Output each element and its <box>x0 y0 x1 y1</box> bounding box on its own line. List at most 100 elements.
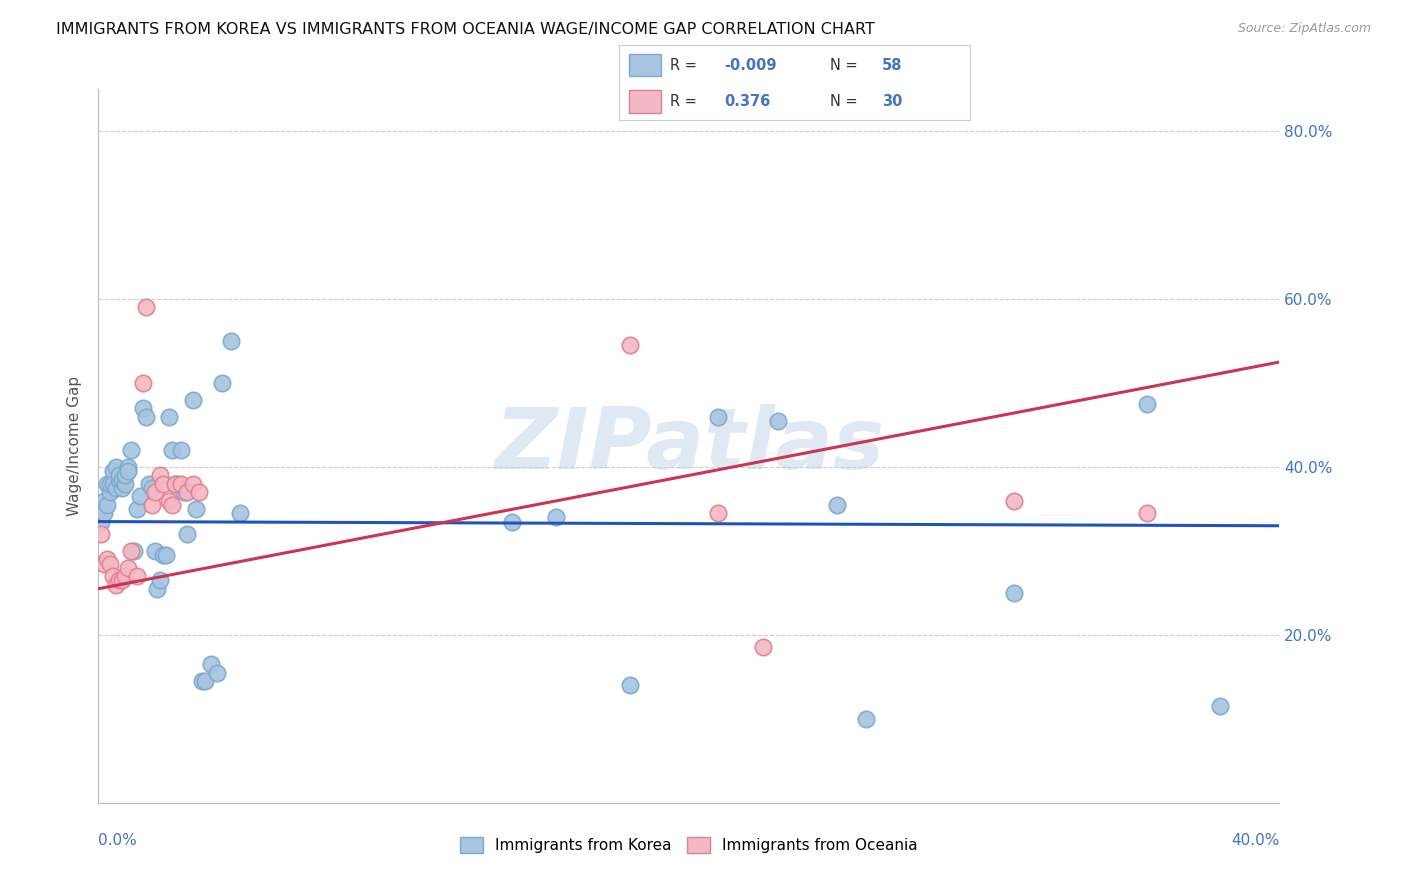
Text: -0.009: -0.009 <box>724 58 776 72</box>
Point <box>162 498 183 512</box>
Point <box>1136 397 1159 411</box>
Point <box>707 409 730 424</box>
Text: R =: R = <box>669 94 702 109</box>
Point <box>108 473 131 487</box>
Point <box>211 376 233 390</box>
Point <box>96 498 118 512</box>
Point <box>1136 506 1159 520</box>
Point <box>105 460 128 475</box>
Point <box>98 485 121 500</box>
Point <box>619 338 641 352</box>
Text: N =: N = <box>830 58 862 72</box>
Point <box>173 485 195 500</box>
Point <box>108 468 131 483</box>
Point <box>181 476 204 491</box>
Point <box>165 476 187 491</box>
Point <box>132 376 155 390</box>
Point <box>135 301 157 315</box>
Text: 40.0%: 40.0% <box>1232 833 1279 848</box>
Point <box>114 569 136 583</box>
Point <box>105 481 128 495</box>
Point <box>1002 586 1025 600</box>
Point <box>108 574 131 588</box>
Point <box>90 515 112 529</box>
Text: 58: 58 <box>883 58 903 72</box>
Point <box>98 476 121 491</box>
Point <box>152 548 174 562</box>
Point <box>105 577 128 591</box>
Point <box>138 476 160 491</box>
Text: 30: 30 <box>883 94 903 109</box>
Point <box>141 498 163 512</box>
Text: R =: R = <box>669 58 702 72</box>
Text: ZIPatlas: ZIPatlas <box>494 404 884 488</box>
Point <box>96 552 118 566</box>
Point <box>181 392 204 407</box>
Point <box>157 409 180 424</box>
Point <box>191 674 214 689</box>
Point <box>120 443 142 458</box>
Point <box>103 476 125 491</box>
Point <box>155 548 177 562</box>
Point <box>170 443 193 458</box>
Point <box>619 678 641 692</box>
Point <box>117 464 139 478</box>
Point <box>194 674 217 689</box>
Point <box>111 574 134 588</box>
Point <box>165 476 187 491</box>
Point <box>205 665 228 680</box>
Point <box>152 476 174 491</box>
Point <box>96 476 118 491</box>
Point <box>93 493 115 508</box>
Point <box>229 506 252 520</box>
Point <box>128 489 150 503</box>
Point <box>125 569 148 583</box>
Text: 0.0%: 0.0% <box>98 833 138 848</box>
Point <box>114 476 136 491</box>
Point <box>93 506 115 520</box>
Text: IMMIGRANTS FROM KOREA VS IMMIGRANTS FROM OCEANIA WAGE/INCOME GAP CORRELATION CHA: IMMIGRANTS FROM KOREA VS IMMIGRANTS FROM… <box>56 22 875 37</box>
Point <box>135 409 157 424</box>
Point <box>825 498 848 512</box>
Point <box>143 485 166 500</box>
Point <box>176 485 198 500</box>
Point <box>132 401 155 416</box>
Point <box>1209 699 1232 714</box>
Point <box>162 443 183 458</box>
Text: Source: ZipAtlas.com: Source: ZipAtlas.com <box>1237 22 1371 36</box>
Point <box>98 557 121 571</box>
Point <box>117 460 139 475</box>
Point <box>103 464 125 478</box>
Point <box>855 712 877 726</box>
Point <box>114 468 136 483</box>
Point <box>111 481 134 495</box>
Point <box>184 502 207 516</box>
Point <box>170 476 193 491</box>
Point <box>111 473 134 487</box>
Point <box>176 527 198 541</box>
Point <box>103 569 125 583</box>
Text: 0.376: 0.376 <box>724 94 770 109</box>
Point <box>90 527 112 541</box>
Text: N =: N = <box>830 94 862 109</box>
Legend: Immigrants from Korea, Immigrants from Oceania: Immigrants from Korea, Immigrants from O… <box>454 831 924 859</box>
Point <box>200 657 222 672</box>
Point <box>221 334 243 348</box>
Point <box>546 510 568 524</box>
Point <box>707 506 730 520</box>
Point <box>146 582 169 596</box>
Y-axis label: Wage/Income Gap: Wage/Income Gap <box>67 376 83 516</box>
Point <box>143 544 166 558</box>
Bar <box>630 90 661 112</box>
Point <box>157 493 180 508</box>
Point <box>141 481 163 495</box>
Point <box>187 485 209 500</box>
Point <box>1002 493 1025 508</box>
Bar <box>630 54 661 77</box>
Point <box>125 502 148 516</box>
Point <box>766 414 789 428</box>
Point <box>752 640 775 655</box>
Point <box>122 544 145 558</box>
Point <box>120 544 142 558</box>
Point <box>167 476 190 491</box>
